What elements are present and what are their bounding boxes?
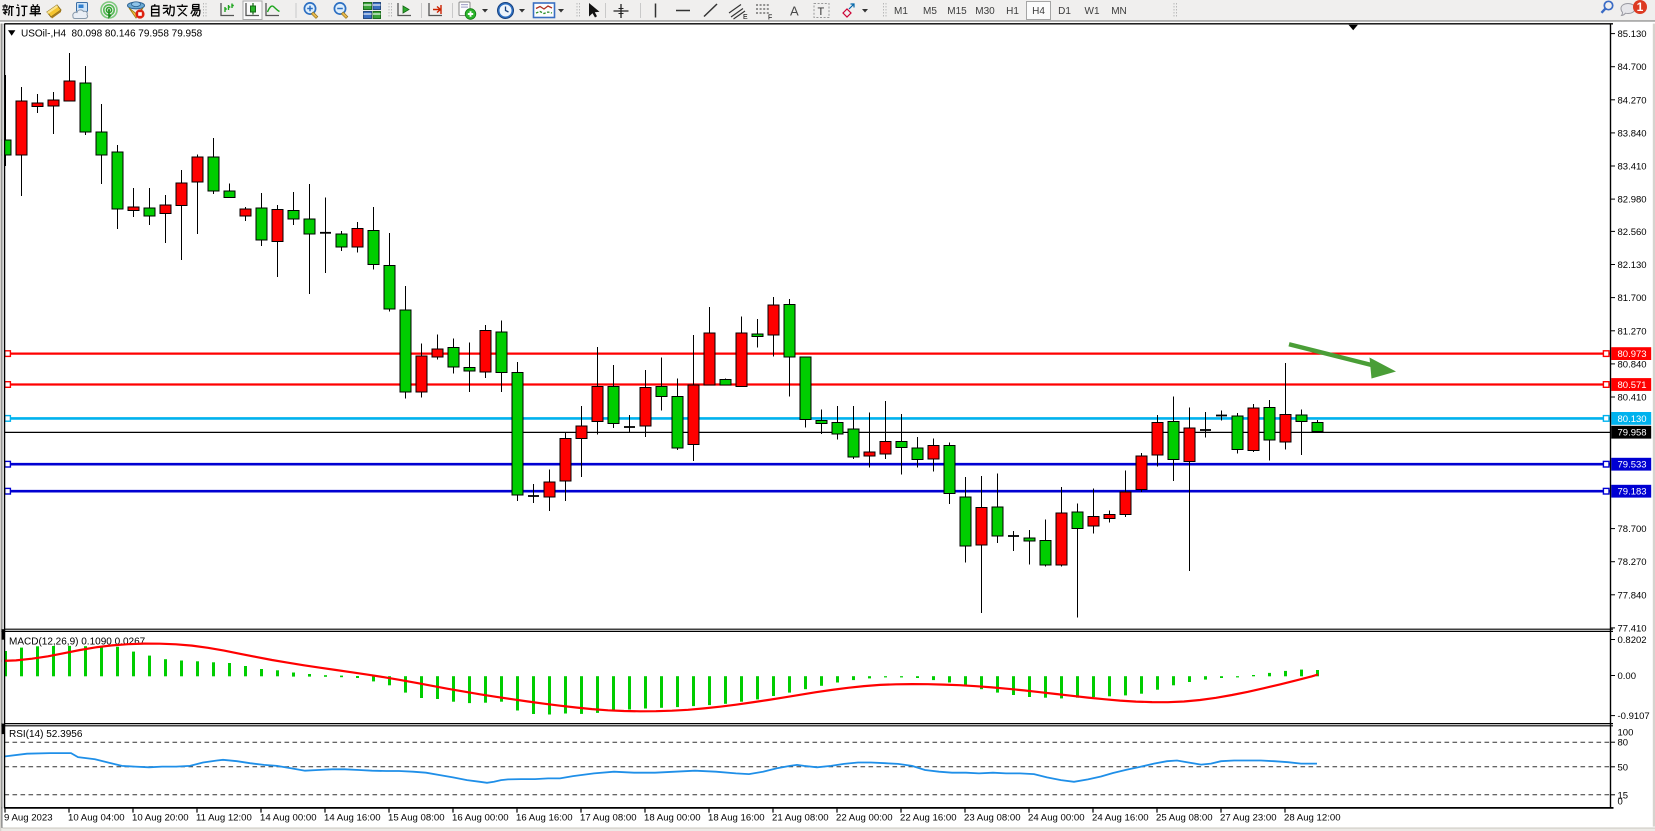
svg-text:22 Aug 16:00: 22 Aug 16:00 bbox=[900, 813, 957, 824]
svg-text:80.130: 80.130 bbox=[1618, 414, 1647, 425]
svg-text:14 Aug 00:00: 14 Aug 00:00 bbox=[260, 813, 317, 824]
svg-text:15 Aug 08:00: 15 Aug 08:00 bbox=[388, 813, 445, 824]
svg-text:100: 100 bbox=[1618, 728, 1634, 739]
svg-text:-0.9107: -0.9107 bbox=[1618, 711, 1650, 722]
svg-text:78.700: 78.700 bbox=[1618, 524, 1647, 535]
svg-text:77.840: 77.840 bbox=[1618, 590, 1647, 601]
svg-text:9 Aug 2023: 9 Aug 2023 bbox=[4, 813, 53, 824]
svg-text:21 Aug 08:00: 21 Aug 08:00 bbox=[772, 813, 829, 824]
svg-text:82.980: 82.980 bbox=[1618, 195, 1647, 206]
svg-text:50: 50 bbox=[1618, 762, 1629, 773]
svg-text:RSI(14) 52.3956: RSI(14) 52.3956 bbox=[9, 729, 83, 740]
svg-text:79.533: 79.533 bbox=[1618, 460, 1647, 471]
svg-text:24 Aug 00:00: 24 Aug 00:00 bbox=[1028, 813, 1085, 824]
svg-text:79.958: 79.958 bbox=[1618, 428, 1647, 439]
svg-text:80.410: 80.410 bbox=[1618, 393, 1647, 404]
svg-text:H1: H1 bbox=[1006, 6, 1019, 17]
svg-text:0.8202: 0.8202 bbox=[1618, 635, 1647, 646]
svg-text:M5: M5 bbox=[923, 6, 937, 17]
svg-text:M1: M1 bbox=[894, 6, 908, 17]
svg-text:22 Aug 00:00: 22 Aug 00:00 bbox=[836, 813, 893, 824]
svg-text:MN: MN bbox=[1111, 6, 1127, 17]
svg-text:18 Aug 00:00: 18 Aug 00:00 bbox=[644, 813, 701, 824]
svg-text:27 Aug 23:00: 27 Aug 23:00 bbox=[1220, 813, 1277, 824]
svg-text:H4: H4 bbox=[1032, 6, 1045, 17]
svg-text:80: 80 bbox=[1618, 738, 1629, 749]
svg-text:82.130: 82.130 bbox=[1618, 260, 1647, 271]
svg-text:25 Aug 08:00: 25 Aug 08:00 bbox=[1156, 813, 1213, 824]
svg-text:USOil-,H4 80.098 80.146 79.95: USOil-,H4 80.098 80.146 79.958 79.958 bbox=[21, 29, 203, 40]
svg-text:D1: D1 bbox=[1058, 6, 1071, 17]
svg-text:79.183: 79.183 bbox=[1618, 487, 1647, 498]
svg-text:F: F bbox=[768, 15, 772, 22]
svg-text:24 Aug 16:00: 24 Aug 16:00 bbox=[1092, 813, 1149, 824]
svg-text:E: E bbox=[743, 14, 748, 21]
svg-text:11 Aug 12:00: 11 Aug 12:00 bbox=[196, 813, 252, 824]
svg-text:W1: W1 bbox=[1085, 6, 1100, 17]
svg-text:83.840: 83.840 bbox=[1618, 128, 1647, 139]
svg-text:82.560: 82.560 bbox=[1618, 227, 1647, 238]
svg-text:84.270: 84.270 bbox=[1618, 95, 1647, 106]
svg-text:85.130: 85.130 bbox=[1618, 29, 1647, 40]
svg-text:78.270: 78.270 bbox=[1618, 557, 1647, 568]
svg-text:28 Aug 12:00: 28 Aug 12:00 bbox=[1284, 813, 1341, 824]
svg-text:A: A bbox=[790, 4, 799, 19]
svg-text:84.700: 84.700 bbox=[1618, 62, 1647, 73]
svg-text:16 Aug 00:00: 16 Aug 00:00 bbox=[452, 813, 509, 824]
svg-text:83.410: 83.410 bbox=[1618, 162, 1647, 173]
svg-text:16 Aug 16:00: 16 Aug 16:00 bbox=[516, 813, 573, 824]
svg-text:0: 0 bbox=[1618, 797, 1623, 808]
svg-text:0.00: 0.00 bbox=[1618, 671, 1637, 682]
svg-text:77.410: 77.410 bbox=[1618, 623, 1647, 634]
svg-text:15: 15 bbox=[1618, 790, 1629, 801]
svg-text:14 Aug 16:00: 14 Aug 16:00 bbox=[324, 813, 381, 824]
svg-text:MACD(12,26,9) 0.1090 0.0267: MACD(12,26,9) 0.1090 0.0267 bbox=[9, 637, 146, 648]
svg-text:1: 1 bbox=[1637, 0, 1644, 14]
svg-text:81.700: 81.700 bbox=[1618, 293, 1647, 304]
svg-text:81.270: 81.270 bbox=[1618, 326, 1647, 337]
svg-text:18 Aug 16:00: 18 Aug 16:00 bbox=[708, 813, 765, 824]
svg-text:M30: M30 bbox=[975, 6, 995, 17]
svg-text:80.571: 80.571 bbox=[1618, 380, 1647, 391]
svg-text:80.840: 80.840 bbox=[1618, 359, 1647, 370]
svg-text:17 Aug 08:00: 17 Aug 08:00 bbox=[580, 813, 637, 824]
svg-text:80.973: 80.973 bbox=[1618, 349, 1647, 360]
svg-text:T: T bbox=[818, 6, 825, 18]
svg-text:23 Aug 08:00: 23 Aug 08:00 bbox=[964, 813, 1021, 824]
svg-text:10 Aug 20:00: 10 Aug 20:00 bbox=[132, 813, 189, 824]
svg-text:M15: M15 bbox=[947, 6, 967, 17]
svg-text:10 Aug 04:00: 10 Aug 04:00 bbox=[68, 813, 125, 824]
